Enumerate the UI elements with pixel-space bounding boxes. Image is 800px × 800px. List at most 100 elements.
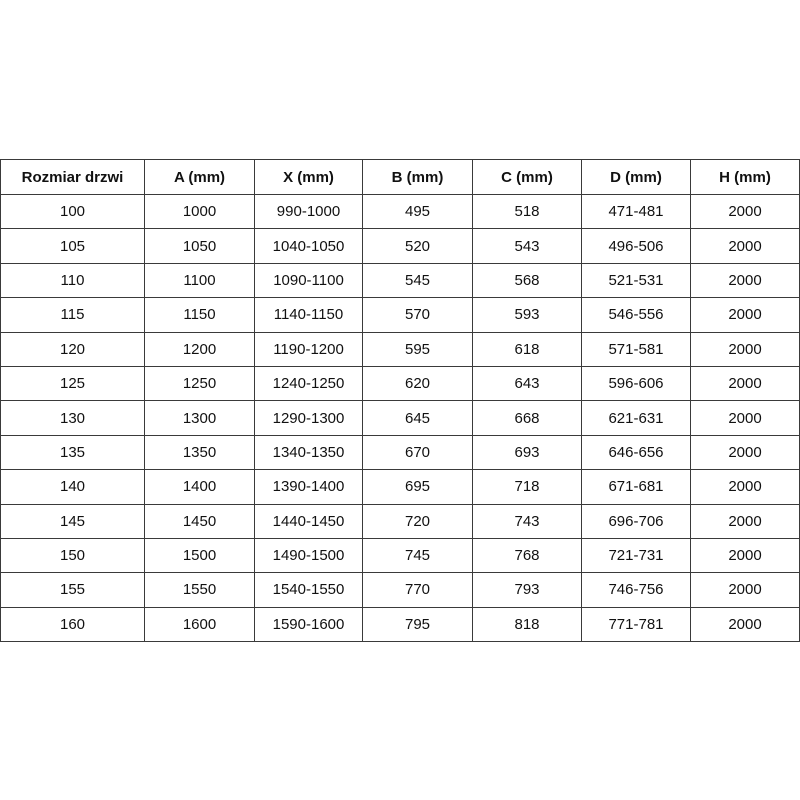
table-cell: 160: [0, 606, 145, 643]
table-cell: 745: [362, 537, 473, 574]
table-cell: 2000: [690, 434, 800, 471]
table-cell: 2000: [690, 365, 800, 402]
table-cell: 543: [472, 228, 582, 264]
table-cell: 693: [472, 434, 582, 471]
table-row: 110 1100 1090-1100 545 568 521-531 2000: [0, 262, 800, 299]
table-cell: 1540-1550: [254, 572, 363, 608]
size-table: Rozmiar drzwi A (mm) X (mm) B (mm) C (mm) D (…: [0, 159, 800, 643]
table-cell: 1000: [144, 193, 255, 230]
table-cell: 990-1000: [254, 193, 363, 230]
table-cell: 110: [0, 262, 145, 299]
table-cell: 1050: [144, 228, 255, 264]
table-cell: 720: [362, 503, 473, 539]
table-cell: 695: [362, 469, 473, 505]
table-row: 150 1500 1490-1500 745 768 721-731 2000: [0, 537, 800, 574]
table-cell: 1140-1150: [254, 297, 363, 333]
table-cell: 125: [0, 365, 145, 402]
table-cell: 105: [0, 228, 145, 264]
table-cell: 1100: [144, 262, 255, 299]
table-cell: 793: [472, 572, 582, 608]
header-cell: D (mm): [581, 159, 691, 195]
table-row: 100 1000 990-1000 495 518 471-481 2000: [0, 193, 800, 230]
table-row: 105 1050 1040-1050 520 543 496-506 2000: [0, 228, 800, 264]
table-row: 160 1600 1590-1600 795 818 771-781 2000: [0, 606, 800, 643]
header-cell: C (mm): [472, 159, 582, 195]
table-cell: 818: [472, 606, 582, 643]
table-cell: 130: [0, 400, 145, 436]
table-cell: 1590-1600: [254, 606, 363, 643]
table-cell: 471-481: [581, 193, 691, 230]
table-cell: 1250: [144, 365, 255, 402]
table-row: 115 1150 1140-1150 570 593 546-556 2000: [0, 297, 800, 333]
table-cell: 1500: [144, 537, 255, 574]
table-body: 100 1000 990-1000 495 518 471-481 2000 105 1050 1…: [0, 193, 800, 643]
table-row: 130 1300 1290-1300 645 668 621-631 2000: [0, 400, 800, 436]
table-cell: 795: [362, 606, 473, 643]
table-cell: 520: [362, 228, 473, 264]
table-cell: 1550: [144, 572, 255, 608]
table-cell: 150: [0, 537, 145, 574]
table-cell: 593: [472, 297, 582, 333]
table-cell: 1490-1500: [254, 537, 363, 574]
table-cell: 545: [362, 262, 473, 299]
table-cell: 1600: [144, 606, 255, 643]
table-cell: 645: [362, 400, 473, 436]
table-cell: 1150: [144, 297, 255, 333]
table-cell: 155: [0, 572, 145, 608]
table-cell: 668: [472, 400, 582, 436]
table-cell: 1350: [144, 434, 255, 471]
table-cell: 568: [472, 262, 582, 299]
table-cell: 495: [362, 193, 473, 230]
table-cell: 2000: [690, 606, 800, 643]
table-cell: 1400: [144, 469, 255, 505]
table-row: 145 1450 1440-1450 720 743 696-706 2000: [0, 503, 800, 539]
table-cell: 115: [0, 297, 145, 333]
table-cell: 595: [362, 331, 473, 367]
table-cell: 2000: [690, 331, 800, 367]
table-cell: 2000: [690, 537, 800, 574]
table-cell: 140: [0, 469, 145, 505]
header-row: Rozmiar drzwi A (mm) X (mm) B (mm) C (mm) D (…: [0, 159, 800, 195]
table-cell: 2000: [690, 297, 800, 333]
table-cell: 718: [472, 469, 582, 505]
table-cell: 771-781: [581, 606, 691, 643]
table-cell: 1190-1200: [254, 331, 363, 367]
table-cell: 1090-1100: [254, 262, 363, 299]
table-cell: 2000: [690, 469, 800, 505]
table-cell: 1240-1250: [254, 365, 363, 402]
header-cell: B (mm): [362, 159, 473, 195]
table-cell: 768: [472, 537, 582, 574]
header-cell: A (mm): [144, 159, 255, 195]
table-cell: 2000: [690, 572, 800, 608]
table-cell: 2000: [690, 228, 800, 264]
table-cell: 770: [362, 572, 473, 608]
table-cell: 546-556: [581, 297, 691, 333]
table-cell: 1290-1300: [254, 400, 363, 436]
table-cell: 618: [472, 331, 582, 367]
table-cell: 2000: [690, 262, 800, 299]
table-cell: 521-531: [581, 262, 691, 299]
table-cell: 1200: [144, 331, 255, 367]
table-cell: 100: [0, 193, 145, 230]
table-cell: 1040-1050: [254, 228, 363, 264]
table-cell: 721-731: [581, 537, 691, 574]
table-cell: 621-631: [581, 400, 691, 436]
table-cell: 671-681: [581, 469, 691, 505]
table-cell: 120: [0, 331, 145, 367]
table-cell: 145: [0, 503, 145, 539]
table-cell: 696-706: [581, 503, 691, 539]
table-cell: 670: [362, 434, 473, 471]
table-cell: 2000: [690, 193, 800, 230]
table-cell: 496-506: [581, 228, 691, 264]
header-cell: Rozmiar drzwi: [0, 159, 145, 195]
table-cell: 2000: [690, 400, 800, 436]
header-cell: X (mm): [254, 159, 363, 195]
header-cell: H (mm): [690, 159, 800, 195]
table-cell: 743: [472, 503, 582, 539]
table-cell: 1340-1350: [254, 434, 363, 471]
table-cell: 643: [472, 365, 582, 402]
table-cell: 646-656: [581, 434, 691, 471]
table-cell: 1440-1450: [254, 503, 363, 539]
table-row: 125 1250 1240-1250 620 643 596-606 2000: [0, 365, 800, 402]
